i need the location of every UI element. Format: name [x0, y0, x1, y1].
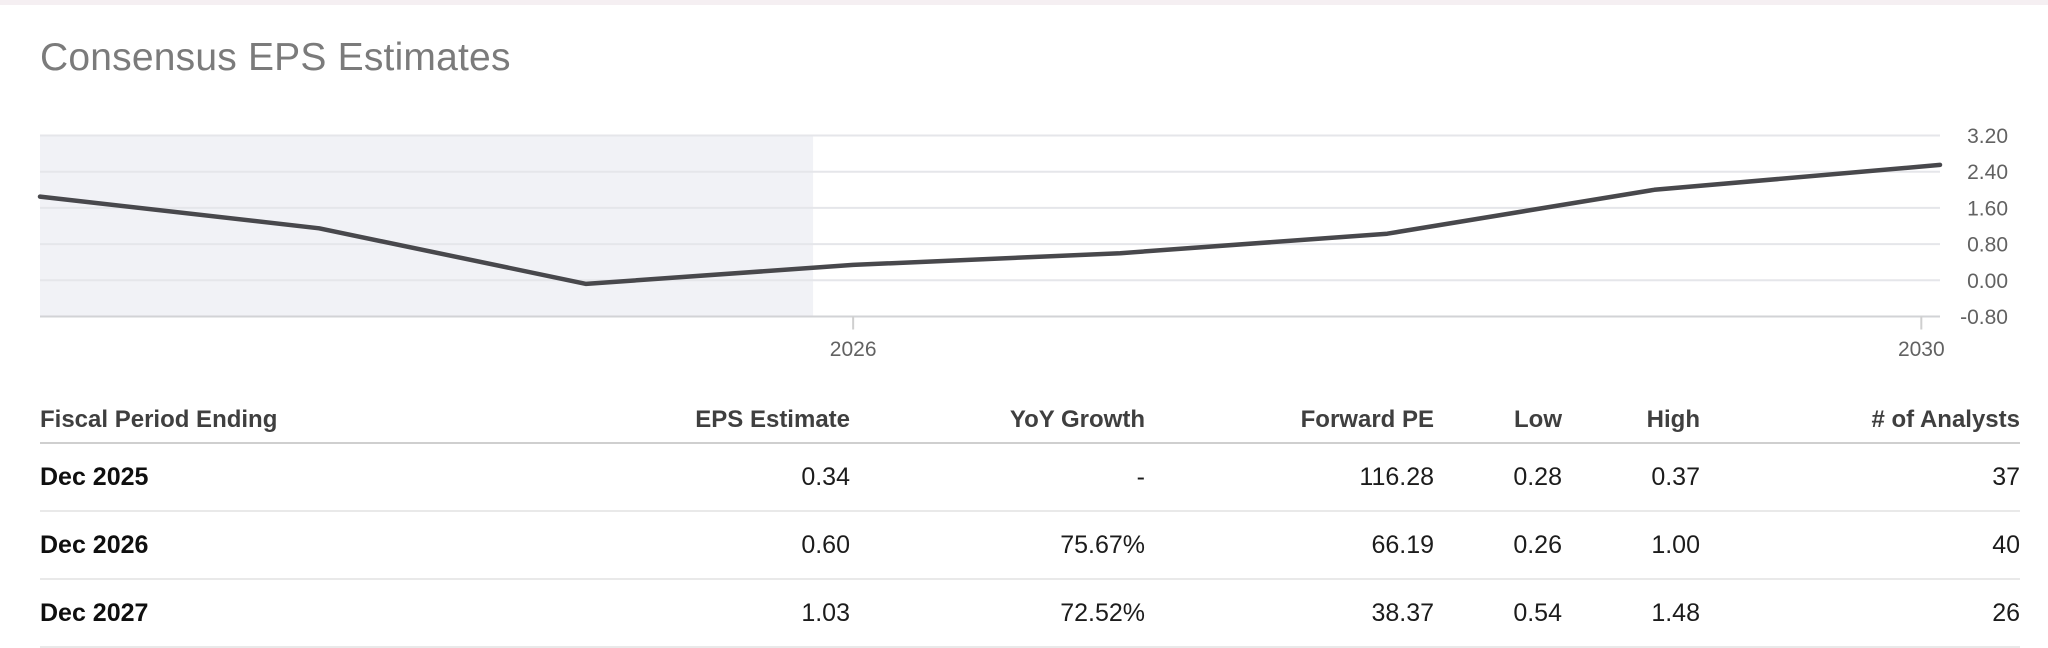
high-cell: 1.00 — [1562, 511, 1700, 580]
yoy-growth-cell: 72.52% — [850, 579, 1145, 648]
page-title: Consensus EPS Estimates — [40, 36, 511, 79]
col-header-num-analysts: # of Analysts — [1700, 398, 2020, 444]
y-axis-label: 3.20 — [1967, 125, 2008, 148]
forward-pe-cell: 66.19 — [1145, 511, 1434, 580]
col-header-eps-estimate: EPS Estimate — [600, 398, 850, 444]
fiscal-period-cell: Dec 2025 — [40, 443, 600, 512]
analysts-cell: 37 — [1700, 443, 2020, 512]
x-axis-label: 2026 — [830, 338, 877, 361]
low-cell: 0.28 — [1434, 443, 1562, 512]
analysts-cell: 26 — [1700, 579, 2020, 648]
col-header-forward-pe: Forward PE — [1145, 398, 1434, 444]
table-row: Dec 2025 0.34 - 116.28 0.28 0.37 37 — [40, 443, 2020, 512]
y-axis-label: 1.60 — [1967, 197, 2008, 220]
table-row: Dec 2026 0.60 75.67% 66.19 0.26 1.00 40 — [40, 511, 2020, 580]
low-cell: 0.26 — [1434, 511, 1562, 580]
fiscal-period-cell: Dec 2027 — [40, 579, 600, 648]
x-axis-label: 2030 — [1898, 338, 1945, 361]
high-cell: 1.48 — [1562, 579, 1700, 648]
fiscal-period-cell: Dec 2026 — [40, 511, 600, 580]
analysts-cell: 40 — [1700, 511, 2020, 580]
eps-chart: 3.20 2.40 1.60 0.80 0.00 -0.80 2026 2030 — [37, 125, 2008, 361]
table-row: Dec 2027 1.03 72.52% 38.37 0.54 1.48 26 — [40, 579, 2020, 648]
y-axis-label: 0.80 — [1967, 234, 2008, 257]
forward-pe-cell: 38.37 — [1145, 579, 1434, 648]
eps-estimate-cell: 1.03 — [600, 579, 850, 648]
col-header-low: Low — [1434, 398, 1562, 444]
yoy-growth-cell: - — [850, 443, 1145, 512]
y-axis-label: 2.40 — [1967, 161, 2008, 184]
top-page-strip — [0, 0, 2048, 5]
col-header-yoy-growth: YoY Growth — [850, 398, 1145, 444]
col-header-fiscal-period-ending: Fiscal Period Ending — [40, 398, 600, 444]
yoy-growth-cell: 75.67% — [850, 511, 1145, 580]
col-header-high: High — [1562, 398, 1700, 444]
y-axis-label: -0.80 — [1960, 306, 2008, 329]
chart-past-region — [40, 135, 814, 317]
table-header-row: Fiscal Period Ending EPS Estimate YoY Gr… — [40, 398, 2020, 444]
eps-estimate-cell: 0.34 — [600, 443, 850, 512]
y-axis-label: 0.00 — [1967, 270, 2008, 293]
eps-estimates-table: Fiscal Period Ending EPS Estimate YoY Gr… — [40, 398, 2020, 648]
forward-pe-cell: 116.28 — [1145, 443, 1434, 512]
high-cell: 0.37 — [1562, 443, 1700, 512]
low-cell: 0.54 — [1434, 579, 1562, 648]
eps-estimate-cell: 0.60 — [600, 511, 850, 580]
eps-line — [37, 162, 1943, 287]
